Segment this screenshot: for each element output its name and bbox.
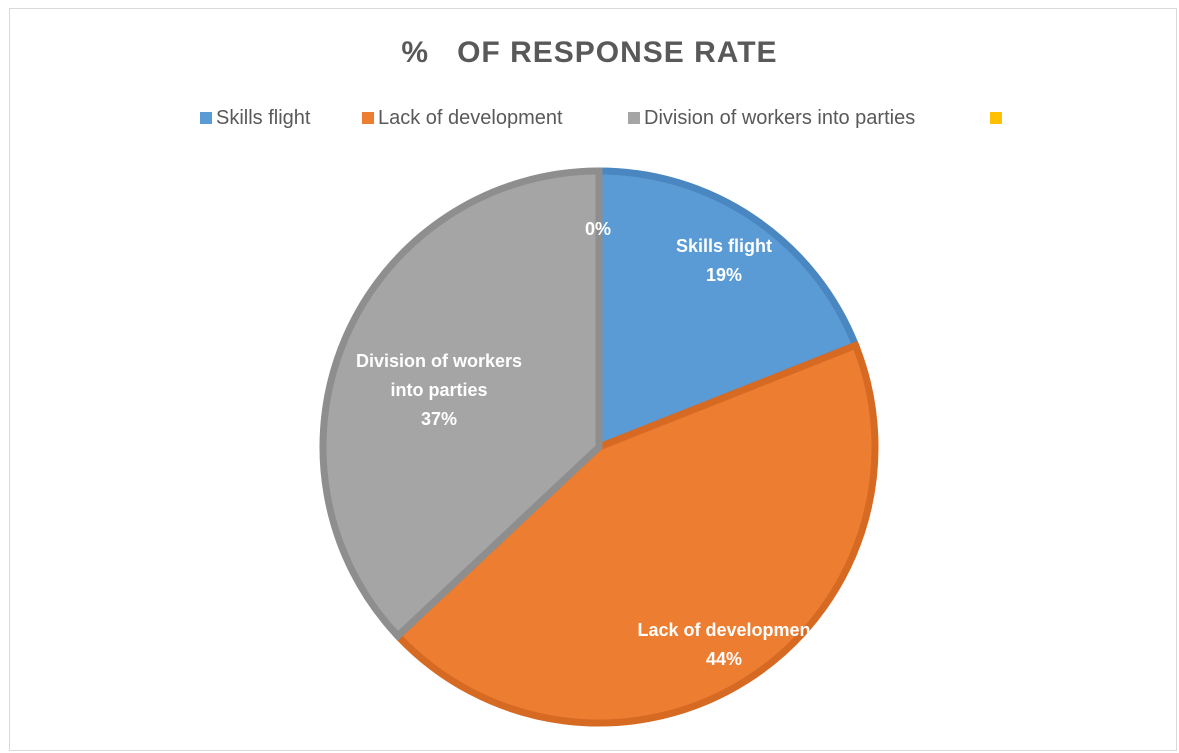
data-label-line: Skills flight [676,236,772,256]
legend-label: Lack of development [378,106,563,129]
data-label-line: Division of workers [356,351,522,371]
legend-item-skills-flight[interactable]: Skills flight [200,106,310,130]
data-label-lack-of-development: Lack of developmen 44% [637,620,810,669]
legend-label: Division of workers into parties [644,106,916,129]
pie-slice-division-of-workers[interactable] [319,167,603,641]
data-label-line: Lack of developmen [637,620,810,640]
legend-swatch-icon [990,112,1002,124]
data-label-skills-flight: Skills flight 19% [676,236,772,285]
pie-slice-lack-of-development[interactable] [392,340,879,727]
chart-legend: Skills flight Lack of development Divisi… [0,106,1179,130]
legend-swatch-icon [200,112,212,124]
chart-title: % OF RESPONSE RATE [401,36,778,69]
legend-swatch-icon [362,112,374,124]
legend-label: Skills flight [216,106,311,129]
legend-item-lack-of-development[interactable]: Lack of development [362,106,563,130]
data-label-line: 44% [706,649,742,669]
legend-item-division-of-workers[interactable]: Division of workers into parties [628,106,915,130]
pie-slice-skills-flight[interactable] [595,167,861,453]
data-label-line: into parties [390,380,487,400]
legend-swatch-icon [628,112,640,124]
data-label-division-of-workers: Division of workers into parties 37% [356,351,522,429]
data-label-line: 37% [421,409,457,429]
legend-item-blank[interactable] [990,106,1006,130]
data-label-line: 19% [706,265,742,285]
data-label-zero: 0% [585,219,611,239]
data-label-line: 0% [585,219,611,239]
